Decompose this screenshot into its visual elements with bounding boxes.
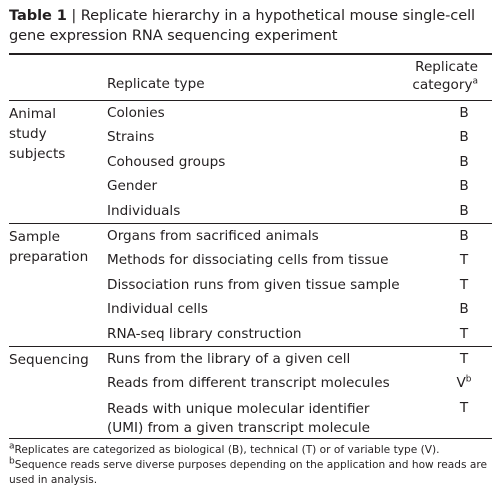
table-number: Table 1 (9, 7, 67, 24)
replicate-category: Vb (454, 375, 474, 391)
header-replicate-category: Replicate categorya (412, 58, 478, 94)
replicate-type: Cohoused groups (107, 154, 225, 170)
header-replicate-type: Replicate type (107, 76, 205, 92)
replicate-type: Dissociation runs from given tissue samp… (107, 277, 400, 293)
replicate-category: B (454, 154, 474, 170)
table-footnote: aReplicates are categorized as biologica… (9, 443, 492, 488)
replicate-type: Runs from the library of a given cell (107, 351, 350, 367)
bottom-rule (9, 438, 492, 439)
table-row: Individuals B (9, 199, 492, 223)
replicate-category: B (454, 203, 474, 219)
replicate-type: RNA-seq library construction (107, 326, 302, 342)
table-row: Cohoused groups B (9, 150, 492, 174)
replicate-type: Individual cells (107, 301, 208, 317)
replicate-type: Reads from different transcript molecule… (107, 375, 390, 391)
replicate-type: Gender (107, 178, 157, 194)
group-sample-preparation: Sample preparation Organs from sacrifice… (9, 224, 492, 346)
replicate-category: B (454, 228, 474, 244)
replicate-category: B (454, 129, 474, 145)
header-category-line1: Replicate (412, 58, 478, 76)
replicate-category: B (454, 301, 474, 317)
replicate-type: Organs from sacrificed animals (107, 228, 319, 244)
footnote-a-text: Replicates are categorized as biological… (15, 444, 440, 456)
replicate-category: B (454, 105, 474, 121)
table-row: Runs from the library of a given cell T (9, 347, 492, 371)
replicate-type: Strains (107, 129, 154, 145)
group-animal-study-subjects: Animal study subjects Colonies B Strains B… (9, 101, 492, 223)
replicate-type: Individuals (107, 203, 180, 219)
header-category-line2: categorya (412, 76, 478, 94)
footnote-b-text: Sequence reads serve diverse purposes de… (9, 459, 487, 486)
table-figure: Table 1 | Replicate hierarchy in a hypot… (0, 0, 501, 470)
replicate-type: Reads with unique molecular identifier (… (107, 400, 407, 438)
caption-separator: | (67, 7, 81, 24)
replicate-category: T (454, 351, 474, 367)
table-row: Dissociation runs from given tissue samp… (9, 273, 492, 297)
replicate-type: Colonies (107, 105, 165, 121)
header-category-word: category (412, 77, 472, 93)
replicate-category: T (454, 252, 474, 268)
group-sequencing: Sequencing Runs from the library of a gi… (9, 347, 492, 438)
table-row: Methods for dissociating cells from tiss… (9, 248, 492, 272)
table-row: Organs from sacrificed animals B (9, 224, 492, 248)
replicate-type: Methods for dissociating cells from tiss… (107, 252, 389, 268)
replicate-category: T (454, 277, 474, 293)
replicate-category: T (454, 400, 474, 416)
table-row: Strains B (9, 125, 492, 149)
footnote-ref-a: a (472, 76, 478, 86)
table-row: Reads with unique molecular identifier (… (9, 396, 492, 438)
category-value: V (456, 375, 465, 391)
table-row: Reads from different transcript molecule… (9, 371, 492, 395)
table-row: RNA-seq library construction T (9, 322, 492, 346)
footnote-ref-b: b (466, 375, 472, 385)
replicate-category: B (454, 178, 474, 194)
table-row: Gender B (9, 174, 492, 198)
table-caption: Table 1 | Replicate hierarchy in a hypot… (9, 6, 492, 46)
table-header: Replicate type Replicate categorya (9, 55, 492, 100)
replicate-category: T (454, 326, 474, 342)
table-row: Individual cells B (9, 297, 492, 321)
table-row: Colonies B (9, 101, 492, 125)
